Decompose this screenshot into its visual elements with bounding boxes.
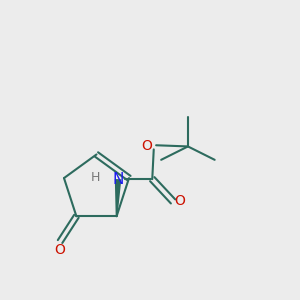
Polygon shape: [115, 179, 121, 216]
Text: N: N: [112, 172, 124, 187]
Text: O: O: [141, 139, 152, 153]
Text: O: O: [174, 194, 185, 208]
Text: O: O: [55, 243, 65, 257]
Text: H: H: [91, 171, 101, 184]
